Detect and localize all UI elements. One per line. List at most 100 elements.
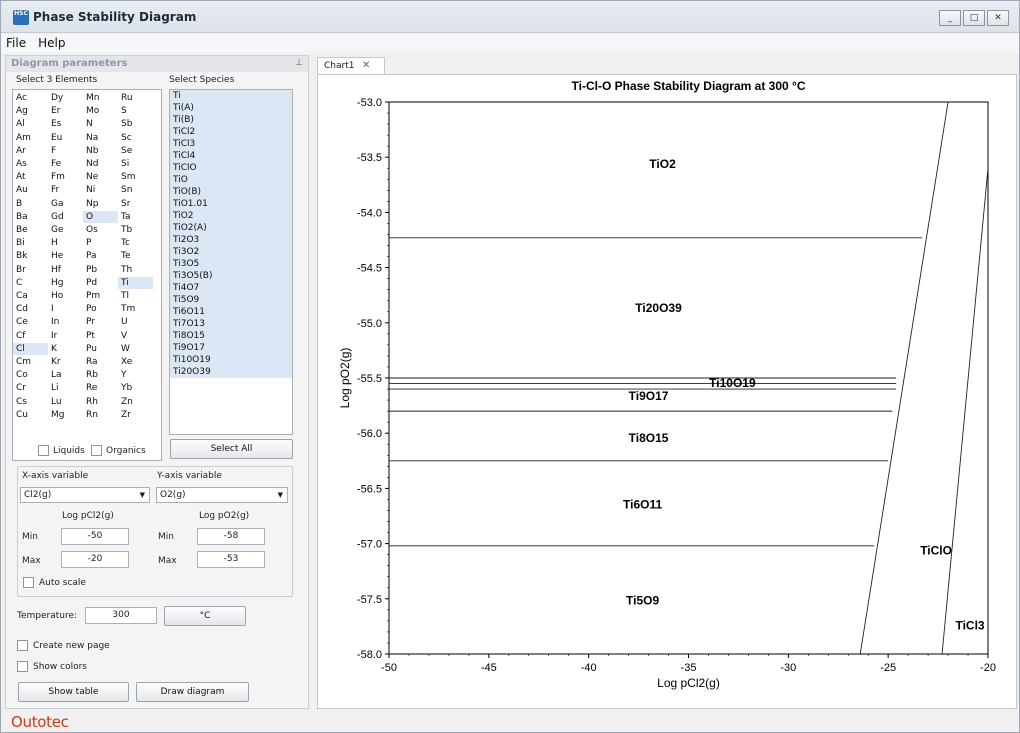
element-item[interactable]: Fr — [51, 185, 60, 196]
element-item[interactable]: Si — [121, 159, 130, 169]
element-item[interactable]: Tb — [121, 225, 133, 235]
species-item[interactable]: Ti — [173, 91, 181, 101]
species-list[interactable]: Ti Ti(A) Ti(B) TiCl2 TiCl3 TiCl4 TiClO TiO TiO(B… — [169, 89, 293, 435]
element-item[interactable]: Ac — [16, 93, 27, 103]
species-item[interactable]: Ti6O11 — [173, 307, 205, 317]
species-item[interactable]: TiO — [173, 175, 188, 185]
species-item[interactable]: Ti10O19 — [173, 355, 211, 365]
element-item[interactable]: Cs — [16, 396, 27, 407]
species-item[interactable]: Ti8O15 — [173, 331, 205, 341]
element-item[interactable]: Ba — [16, 211, 28, 222]
element-item[interactable]: Dy — [51, 93, 64, 103]
elements-list[interactable]: Ac Dy Mn Ru Ag Er Mo S Al Es N Sb Am Eu Na Sc Ar F Nb Se As F… — [12, 89, 162, 461]
element-item[interactable]: Tm — [121, 304, 136, 315]
element-item[interactable]: Os — [86, 225, 98, 235]
element-item[interactable]: Y — [121, 370, 127, 381]
element-item[interactable]: Tc — [121, 238, 130, 249]
element-item[interactable]: Zr — [121, 409, 131, 420]
element-item[interactable]: Yb — [121, 383, 133, 394]
element-item[interactable]: Co — [16, 370, 28, 381]
element-item[interactable]: Mn — [86, 93, 100, 103]
species-item[interactable]: Ti(A) — [173, 103, 194, 113]
select-all-button[interactable]: Select All — [170, 439, 293, 459]
element-item[interactable]: Br — [16, 264, 26, 275]
element-item[interactable]: Al — [16, 119, 25, 130]
species-item[interactable]: TiO(B) — [173, 187, 202, 197]
element-item[interactable]: Nd — [86, 159, 99, 169]
element-item[interactable]: Be — [16, 225, 28, 235]
element-item[interactable]: Ag — [16, 106, 28, 117]
element-item[interactable]: Ru — [121, 93, 133, 103]
element-item[interactable]: V — [121, 330, 128, 341]
element-item[interactable]: He — [51, 251, 64, 262]
close-button[interactable]: ✕ — [987, 10, 1009, 26]
species-item[interactable]: Ti7O13 — [173, 319, 205, 329]
element-item[interactable]: Hf — [51, 264, 61, 275]
element-item[interactable]: Pm — [86, 291, 101, 301]
element-item[interactable]: Au — [16, 185, 28, 196]
menu-help[interactable]: Help — [38, 36, 66, 50]
element-item[interactable]: Lu — [51, 396, 62, 407]
element-item[interactable]: Mo — [86, 106, 100, 117]
element-item[interactable]: Cr — [16, 383, 26, 394]
element-item[interactable]: Sm — [121, 172, 136, 183]
element-item[interactable]: I — [51, 304, 54, 315]
element-item[interactable]: Fe — [51, 159, 62, 169]
species-item[interactable]: Ti3O2 — [173, 247, 200, 257]
element-item[interactable]: Eu — [51, 132, 63, 143]
maximize-button[interactable]: □ — [963, 10, 985, 26]
y-max-input[interactable]: -53 — [197, 551, 265, 568]
species-item[interactable]: TiO2 — [173, 211, 194, 221]
liquids-checkbox[interactable] — [38, 445, 49, 456]
y-axis-select[interactable]: O2(g) ▼ — [156, 487, 288, 503]
x-axis-select[interactable]: Cl2(g) ▼ — [20, 487, 150, 503]
species-item[interactable]: TiClO — [173, 163, 197, 173]
element-item[interactable]: Cm — [16, 357, 32, 367]
title-bar[interactable]: HSC Phase Stability Diagram _ □ ✕ — [1, 1, 1019, 33]
element-item[interactable]: Pt — [86, 330, 95, 341]
species-item[interactable]: TiO2(A) — [173, 223, 207, 233]
element-item[interactable]: Sc — [121, 132, 132, 143]
create-new-page-checkbox[interactable] — [17, 640, 28, 651]
element-item[interactable]: Kr — [51, 357, 61, 367]
minimize-button[interactable]: _ — [939, 10, 961, 26]
menu-file[interactable]: File — [6, 36, 27, 50]
species-item[interactable]: Ti3O5 — [173, 259, 200, 269]
element-item[interactable]: K — [51, 343, 57, 354]
draw-diagram-button[interactable]: Draw diagram — [136, 682, 249, 702]
element-item[interactable]: Na — [86, 132, 99, 143]
element-item[interactable]: In — [51, 317, 60, 328]
element-item[interactable]: Pd — [86, 277, 98, 288]
element-item[interactable]: Er — [51, 106, 61, 117]
element-item[interactable]: Ga — [51, 198, 64, 209]
element-item[interactable]: Pa — [86, 251, 97, 262]
element-item[interactable]: Ce — [16, 317, 28, 328]
element-item[interactable]: B — [16, 198, 23, 209]
element-item[interactable]: F — [51, 145, 57, 156]
pin-icon[interactable]: ⊥ — [295, 58, 303, 68]
element-item[interactable]: Ar — [16, 145, 26, 156]
element-item[interactable]: Am — [16, 132, 31, 143]
species-item[interactable]: Ti20O39 — [173, 367, 211, 377]
element-item[interactable]: Cf — [16, 330, 26, 341]
element-item[interactable]: Cu — [16, 409, 28, 420]
auto-scale-checkbox[interactable] — [23, 577, 34, 588]
element-item[interactable]: Sr — [121, 198, 131, 209]
element-item[interactable]: Ta — [121, 211, 131, 222]
element-item[interactable]: Cl — [13, 342, 48, 355]
species-item[interactable]: TiCl2 — [173, 127, 196, 137]
x-max-input[interactable]: -20 — [61, 551, 129, 568]
element-item[interactable]: Cd — [16, 304, 28, 315]
element-item[interactable]: P — [86, 238, 92, 249]
element-item[interactable]: Pr — [86, 317, 95, 328]
species-item[interactable]: Ti3O5(B) — [173, 271, 213, 281]
element-item[interactable]: Mg — [51, 409, 65, 420]
element-item[interactable]: Li — [51, 383, 59, 394]
temperature-unit-button[interactable]: °C — [164, 606, 246, 626]
tab-chart1[interactable]: Chart1 ✕ — [317, 57, 385, 74]
element-item[interactable]: Rb — [86, 370, 98, 381]
element-item[interactable]: Xe — [121, 357, 133, 367]
element-item[interactable]: Re — [86, 383, 98, 394]
species-item[interactable]: Ti9O17 — [173, 343, 205, 353]
element-item[interactable]: S — [121, 106, 127, 117]
